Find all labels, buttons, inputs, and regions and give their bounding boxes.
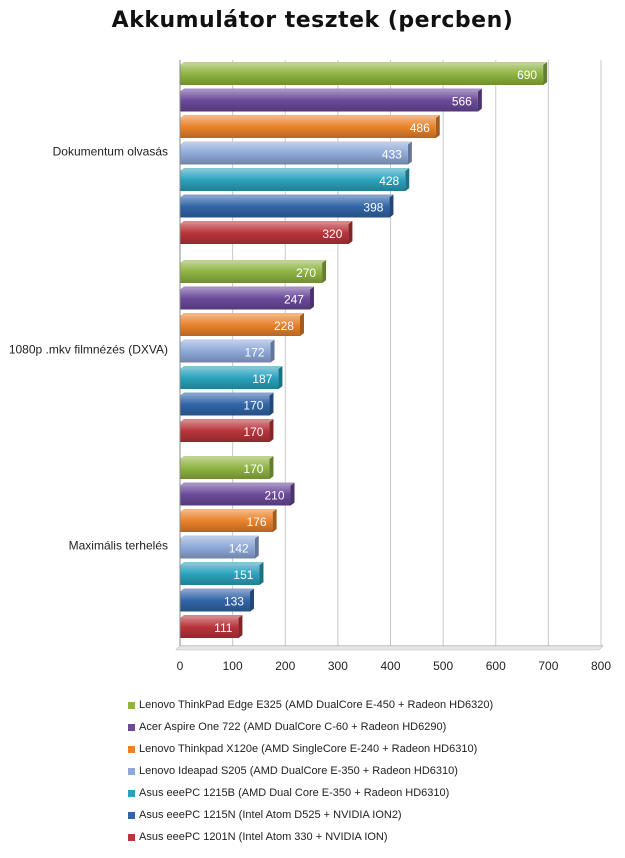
- bar: [180, 115, 440, 138]
- bar: [180, 419, 274, 442]
- bar-value-label: 111: [214, 621, 233, 635]
- bar: [180, 615, 243, 638]
- bar: [180, 482, 295, 506]
- bar-value-label: 486: [410, 121, 430, 135]
- legend-item: Lenovo ThinkPad Edge E325 (AMD DualCore …: [128, 694, 493, 716]
- bar: [180, 339, 275, 363]
- bar-value-label: 172: [244, 346, 264, 360]
- legend-swatch: [128, 701, 135, 709]
- x-tick-label: 300: [328, 659, 348, 673]
- bar-value-label: 151: [233, 568, 253, 582]
- bar: [180, 366, 283, 389]
- legend-label: Asus eeePC 1215B (AMD Dual Core E-350 + …: [139, 787, 450, 799]
- bar: [180, 588, 254, 612]
- bar-value-label: 433: [382, 148, 402, 162]
- legend-label: Asus eeePC 1201N (Intel Atom 330 + NVIDI…: [139, 831, 388, 843]
- bar-value-label: 690: [517, 68, 537, 82]
- bar: [180, 313, 304, 336]
- category-label: Dokumentum olvasás: [53, 145, 168, 159]
- legend-swatch: [128, 745, 135, 753]
- bar-value-label: 320: [322, 227, 342, 241]
- bar-value-label: 247: [284, 293, 304, 307]
- legend-label: Lenovo Thinkpad X120e (AMD SingleCore E-…: [139, 743, 478, 755]
- legend-label: Lenovo ThinkPad Edge E325 (AMD DualCore …: [139, 699, 494, 711]
- bar-chart: 690 566 486 433 428 398 320 270 247 228 172 187 170 1…: [9, 60, 611, 673]
- legend-swatch: [128, 789, 135, 797]
- x-tick-label: 100: [223, 659, 243, 673]
- legend-item: Asus eeePC 1215N (Intel Atom D525 + NVID…: [128, 804, 493, 826]
- bar: [180, 456, 274, 479]
- bar-value-label: 270: [296, 266, 316, 280]
- axis-layer: 0 100 200 300 400 500 600 700 800 Dokumentum olva…: [9, 60, 611, 673]
- chart-title: Akkumulátor tesztek (percben): [111, 8, 514, 33]
- label-layer: 690 566 486 433 428 398 320 270 247 228 172 187 170 1…: [214, 68, 537, 635]
- bar-value-label: 398: [363, 201, 383, 215]
- bar-value-label: 176: [247, 515, 267, 529]
- bar: [180, 88, 482, 112]
- bar: [180, 221, 353, 244]
- bar-layer: [180, 62, 548, 638]
- x-tick-label: 800: [591, 659, 611, 673]
- bar: [180, 562, 264, 585]
- bar-value-label: 133: [224, 595, 244, 609]
- bar-value-label: 566: [452, 95, 472, 109]
- legend-swatch: [128, 723, 135, 731]
- bar: [180, 286, 314, 310]
- legend-item: Asus eeePC 1215B (AMD Dual Core E-350 + …: [128, 782, 493, 804]
- bar-value-label: 187: [252, 372, 272, 386]
- x-tick-label: 400: [380, 659, 400, 673]
- bar-value-label: 428: [379, 174, 399, 188]
- bar: [180, 62, 548, 85]
- bar: [180, 260, 327, 283]
- bar: [180, 168, 410, 191]
- category-label: Maximális terhelés: [69, 539, 168, 553]
- bar-value-label: 210: [264, 489, 284, 503]
- bar-value-label: 170: [243, 425, 263, 439]
- bar: [180, 509, 277, 532]
- bar: [180, 194, 394, 218]
- bar-value-label: 170: [243, 462, 263, 476]
- x-tick-label: 700: [538, 659, 558, 673]
- bar: [180, 141, 412, 165]
- legend-item: Lenovo Ideapad S205 (AMD DualCore E-350 …: [128, 760, 493, 782]
- legend-label: Asus eeePC 1215N (Intel Atom D525 + NVID…: [139, 809, 402, 821]
- bar-value-label: 170: [243, 399, 263, 413]
- legend-swatch: [128, 767, 135, 775]
- bar: [180, 392, 274, 416]
- bar: [180, 535, 259, 559]
- legend-label: Acer Aspire One 722 (AMD DualCore C-60 +…: [139, 721, 447, 733]
- x-tick-label: 0: [177, 659, 184, 673]
- x-tick-label: 500: [433, 659, 453, 673]
- legend-item: Asus eeePC 1201N (Intel Atom 330 + NVIDI…: [128, 826, 493, 848]
- x-tick-label: 200: [275, 659, 295, 673]
- legend-label: Lenovo Ideapad S205 (AMD DualCore E-350 …: [139, 765, 458, 777]
- category-label: 1080p .mkv filmnézés (DXVA): [9, 343, 168, 357]
- legend: Lenovo ThinkPad Edge E325 (AMD DualCore …: [128, 694, 493, 848]
- legend-item: Acer Aspire One 722 (AMD DualCore C-60 +…: [128, 716, 493, 738]
- legend-item: Lenovo Thinkpad X120e (AMD SingleCore E-…: [128, 738, 493, 760]
- legend-swatch: [128, 833, 135, 841]
- bar-value-label: 142: [229, 542, 249, 556]
- x-tick-label: 600: [486, 659, 506, 673]
- legend-swatch: [128, 811, 135, 819]
- bar-value-label: 228: [274, 319, 294, 333]
